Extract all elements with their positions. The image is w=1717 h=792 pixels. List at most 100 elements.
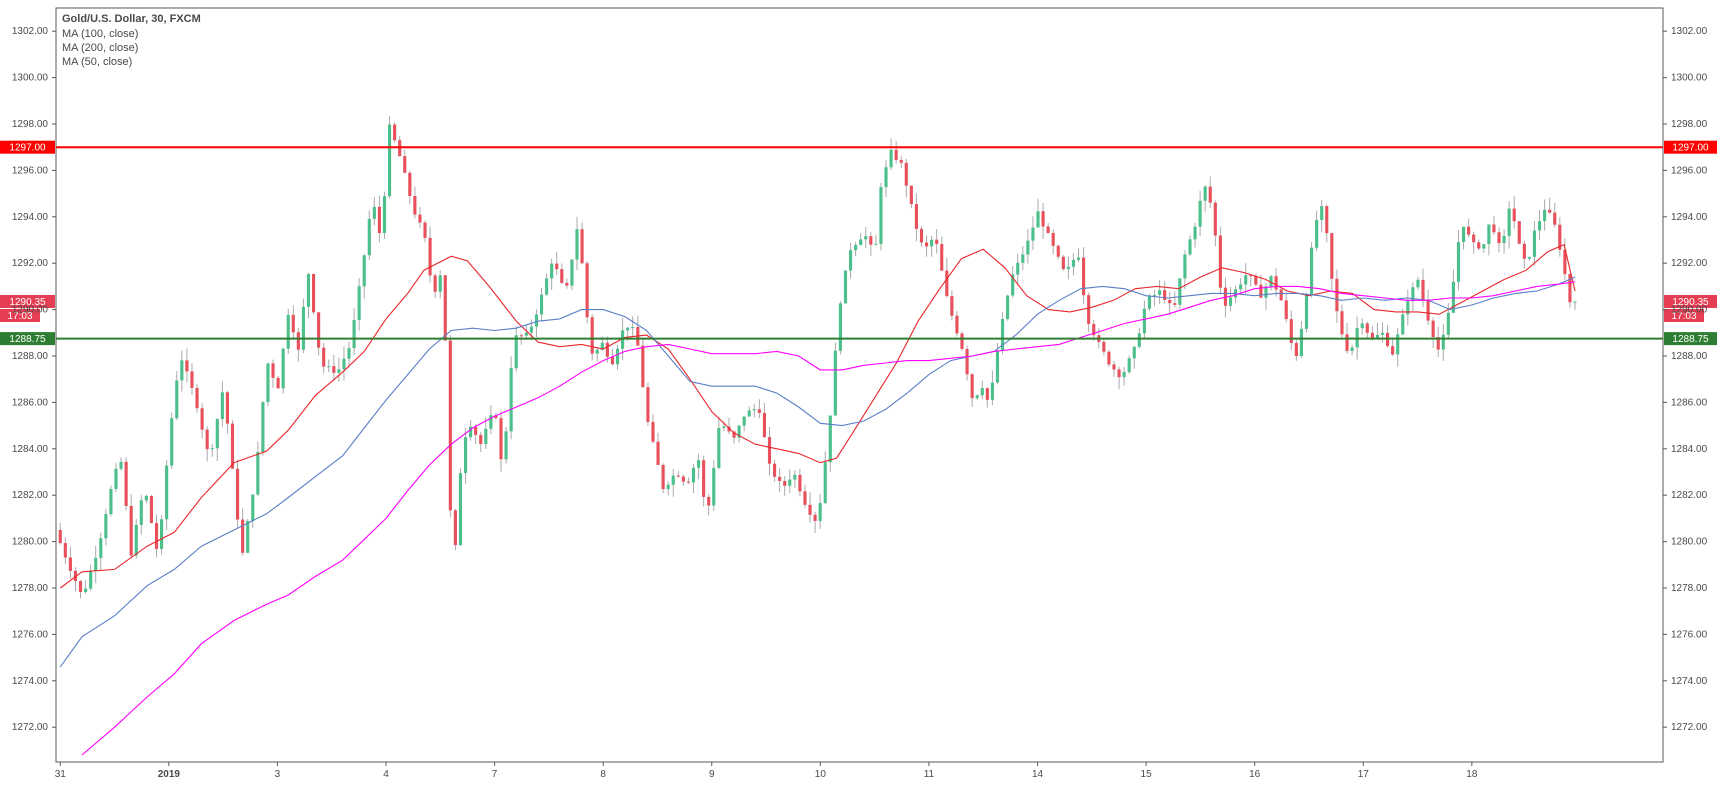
y-tick-label-right: 1286.00 <box>1671 397 1708 408</box>
candle-body <box>1127 358 1131 373</box>
candle-body <box>154 522 159 550</box>
candle-body <box>1244 275 1248 285</box>
candle-body <box>149 495 154 523</box>
candle-body <box>1203 186 1207 201</box>
candle-body <box>1456 242 1461 282</box>
candle-body <box>1309 247 1314 296</box>
candle-body <box>332 366 336 373</box>
candle-body <box>869 236 873 245</box>
candle-body <box>641 345 645 388</box>
candle-body <box>499 418 503 460</box>
candle-body <box>818 503 822 521</box>
candle-body <box>691 467 696 483</box>
candle-body <box>382 196 387 233</box>
candle-body <box>119 461 123 469</box>
candle-body <box>1532 230 1537 257</box>
candle-body <box>484 428 488 445</box>
candle-body <box>671 475 675 485</box>
candle-body <box>170 418 174 466</box>
x-tick-label: 31 <box>55 769 67 780</box>
candle-body <box>975 395 979 399</box>
candle-body <box>428 237 432 276</box>
candle-body <box>134 524 138 556</box>
legend-ma-200: MA (200, close) <box>62 42 138 54</box>
x-tick-label: 4 <box>383 769 389 780</box>
candle-body <box>89 570 93 589</box>
candle-body <box>631 327 635 329</box>
candle-body <box>550 263 554 279</box>
candle-body <box>970 374 974 399</box>
y-tick-label-right: 1298.00 <box>1671 119 1708 130</box>
candle-body <box>737 425 741 438</box>
candle-body <box>1487 224 1491 245</box>
y-tick-label-left: 1286.00 <box>12 397 49 408</box>
candle-body <box>489 415 493 429</box>
candle-body <box>772 463 777 477</box>
candle-body <box>337 369 341 373</box>
candle-body <box>990 382 994 400</box>
candle-body <box>246 520 250 553</box>
candle-body <box>1036 211 1040 228</box>
candle-body <box>1365 323 1369 333</box>
candle-body <box>1421 279 1425 300</box>
candle-body <box>1517 221 1521 244</box>
candle-body <box>1142 308 1146 334</box>
countdown-badge-left <box>0 308 40 322</box>
candle-body <box>580 229 584 264</box>
candle-body <box>1066 266 1070 270</box>
candle-body <box>114 468 118 489</box>
level-0-badge-left <box>0 140 55 154</box>
candle-body <box>1299 328 1304 357</box>
y-tick-label-left: 1298.00 <box>12 119 49 130</box>
y-tick-label-left: 1280.00 <box>12 537 49 548</box>
candle-body <box>352 319 356 349</box>
x-tick-label: 16 <box>1249 769 1261 780</box>
candle-body <box>1391 346 1395 355</box>
candle-body <box>1213 202 1217 236</box>
candle-body <box>1046 226 1050 233</box>
candle-body <box>413 195 417 215</box>
candle-body <box>1396 334 1400 355</box>
candle-body <box>742 416 746 426</box>
candle-body <box>722 426 726 428</box>
candle-body <box>109 488 113 515</box>
candle-body <box>1497 232 1501 244</box>
candle-body <box>398 140 402 157</box>
candle-body <box>1502 235 1506 244</box>
candle-body <box>605 342 609 357</box>
candle-body <box>945 270 949 297</box>
legend: Gold/U.S. Dollar, 30, FXCM MA (100, clos… <box>62 13 201 68</box>
candle-body <box>757 409 761 413</box>
candle-body <box>539 294 544 315</box>
candle-body <box>306 274 311 307</box>
level-1-badge-right <box>1664 332 1717 346</box>
candle-body <box>220 392 224 420</box>
candle-body <box>1026 240 1030 255</box>
candle-body <box>261 402 265 453</box>
y-tick-label-left: 1278.00 <box>12 583 49 594</box>
countdown-label-left: 17:03 <box>7 311 32 322</box>
ma-line-100 <box>59 276 1576 668</box>
candle-body <box>1568 274 1572 303</box>
candle-body <box>479 434 483 445</box>
candle-body <box>200 408 204 430</box>
candle-body <box>1467 226 1471 235</box>
candle-body <box>524 332 528 336</box>
candle-body <box>1208 186 1212 203</box>
candle-body <box>1527 256 1531 259</box>
candle-body <box>1254 275 1258 285</box>
candle-body <box>899 159 903 163</box>
y-tick-label-left: 1288.00 <box>12 351 49 362</box>
candle-body <box>190 371 194 388</box>
y-tick-label-left: 1272.00 <box>12 722 49 733</box>
candle-body <box>621 330 625 349</box>
candle-body <box>793 474 797 480</box>
ma-line-200 <box>81 281 1576 756</box>
candle-body <box>1041 211 1045 227</box>
candle-body <box>661 464 665 490</box>
y-tick-label-right: 1290.00 <box>1671 305 1708 316</box>
candle-body <box>686 481 691 483</box>
candle-body <box>545 278 549 295</box>
candle-body <box>1380 332 1385 335</box>
